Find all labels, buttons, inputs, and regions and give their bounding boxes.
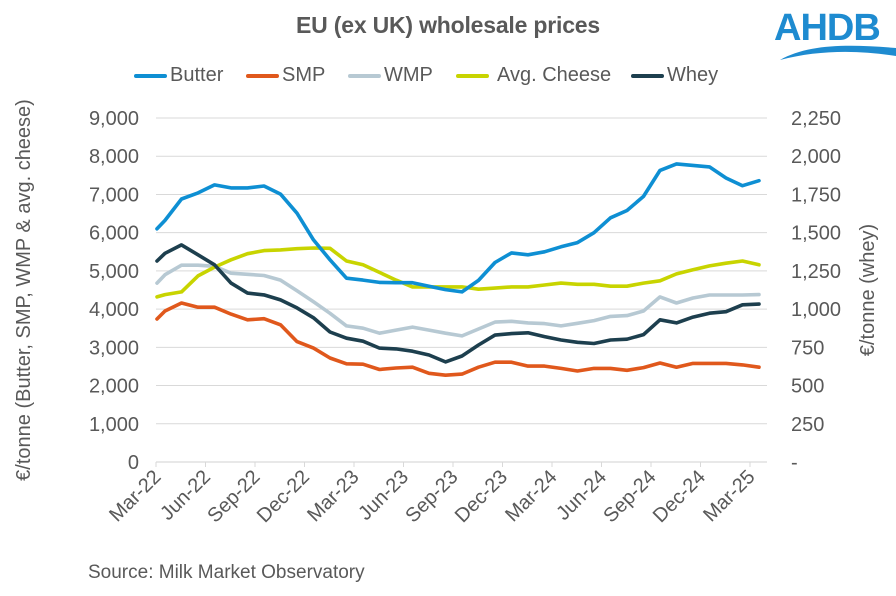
x-tick-label: Dec-23: [451, 466, 512, 527]
source-note: Source: Milk Market Observatory: [88, 562, 365, 583]
y2-tick-label: 250: [791, 414, 824, 436]
y-tick-label: 6,000: [89, 223, 139, 245]
y-tick-label: 5,000: [89, 261, 139, 283]
x-tick-label: Jun-22: [156, 466, 215, 525]
chart-title: EU (ex UK) wholesale prices: [296, 12, 600, 38]
chart-legend: Butter SMP WMP Avg. Cheese Whey: [0, 64, 896, 88]
series-lines: [155, 162, 761, 378]
y-tick-label: 7,000: [89, 184, 139, 206]
y2-tick-label: 2,000: [791, 146, 841, 168]
y2-tick-label: 500: [791, 376, 824, 398]
x-tick-label: Sep-24: [599, 466, 660, 527]
legend-swatch: [631, 73, 664, 78]
x-tick-label: Mar-25: [699, 466, 759, 526]
legend-swatch: [456, 73, 489, 78]
legend-item-whey: Whey: [631, 64, 718, 87]
y-tick-label: 4,000: [89, 299, 139, 321]
x-tick-label: Sep-22: [203, 466, 264, 527]
legend-item-avg-cheese: Avg. Cheese: [456, 64, 611, 87]
legend-label: SMP: [282, 64, 326, 86]
y2-tick-label: 750: [791, 337, 824, 359]
legend-label: Whey: [667, 64, 719, 86]
y-axis-left-ticks: 0 1,000 2,000 3,000 4,000 5,000 6,000 7,000 8,00…: [89, 108, 139, 474]
x-tick-label: Jun-24: [552, 466, 611, 525]
legend-label: WMP: [384, 64, 433, 86]
logo-text: AHDB: [774, 7, 880, 49]
legend-item-wmp: WMP: [348, 64, 433, 87]
x-tick-label: Mar-24: [501, 466, 561, 526]
legend-label: Avg. Cheese: [497, 64, 612, 86]
y2-tick-label: 1,500: [791, 223, 841, 245]
legend-item-smp: SMP: [246, 64, 325, 87]
ahdb-logo: AHDB: [774, 7, 896, 60]
series-line-smp: [155, 301, 761, 378]
x-tick-label: Sep-23: [401, 466, 462, 527]
y-tick-label: 9,000: [89, 108, 139, 130]
y2-tick-label: 1,250: [791, 261, 841, 283]
y2-tick-label: 2,250: [791, 108, 841, 130]
y-axis-right-title: €/tonne (whey): [857, 224, 879, 356]
series-line-butter: [155, 162, 761, 294]
legend-swatch: [348, 73, 381, 78]
y-axis-left-title: €/tonne (Butter, SMP, WMP & avg. cheese): [13, 99, 35, 481]
y-tick-label: 0: [128, 452, 139, 474]
series-line-avg-cheese: [155, 246, 761, 299]
gridlines: [156, 117, 767, 425]
y-axis-right-ticks: - 250 500 750 1,000 1,250 1,500 1,750 2,000 2,250: [791, 108, 841, 474]
y-tick-label: 1,000: [89, 414, 139, 436]
legend-label: Butter: [170, 64, 224, 86]
legend-swatch: [134, 73, 167, 78]
x-tick-label: Dec-22: [253, 466, 314, 527]
x-tick-label: Dec-24: [649, 466, 710, 527]
x-tick-label: Mar-23: [303, 466, 363, 526]
x-tick-label: Jun-23: [354, 466, 413, 525]
x-tick-label: Mar-22: [105, 466, 165, 526]
series-line-whey: [155, 243, 761, 364]
y-tick-label: 8,000: [89, 146, 139, 168]
legend-swatch: [246, 73, 279, 78]
y2-tick-label: 1,750: [791, 184, 841, 206]
x-axis: Mar-22Jun-22Sep-22Dec-22Mar-23Jun-23Sep-…: [105, 461, 767, 527]
y2-tick-label: -: [791, 452, 798, 474]
logo-wave: [780, 45, 896, 60]
y-tick-label: 3,000: [89, 337, 139, 359]
series-line-wmp: [155, 263, 761, 338]
y-tick-label: 2,000: [89, 376, 139, 398]
y2-tick-label: 1,000: [791, 299, 841, 321]
legend-item-butter: Butter: [134, 64, 223, 87]
